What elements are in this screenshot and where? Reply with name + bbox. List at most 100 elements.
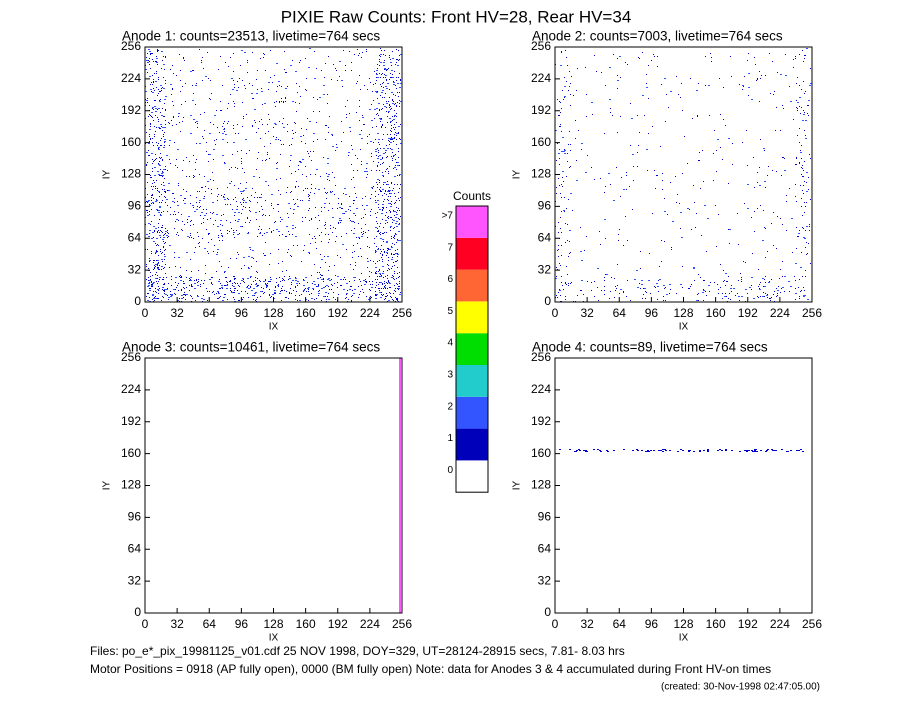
x-tick-label: 32: [170, 306, 184, 320]
y-tick-label: 32: [128, 573, 142, 587]
colorbar-cell: [456, 396, 488, 429]
footer-line: Motor Positions = 0918 (AP fully open), …: [90, 662, 771, 676]
x-tick-label: 0: [142, 306, 149, 320]
x-axis-label: IX: [679, 322, 689, 333]
colorbar-label: 4: [447, 338, 453, 349]
y-tick-label: 128: [531, 167, 551, 181]
y-tick-label: 128: [531, 478, 551, 492]
y-tick-label: 224: [121, 71, 141, 85]
pixel-texture: [399, 358, 401, 613]
y-tick-label: 160: [121, 446, 141, 460]
y-tick-label: 96: [128, 199, 142, 213]
x-axis-label: IX: [269, 633, 279, 644]
colorbar-label: 5: [447, 306, 453, 317]
colorbar-frame: [455, 205, 489, 493]
colorbar-cell: [456, 365, 488, 397]
y-tick-label: 0: [134, 294, 141, 308]
x-tick-label: 192: [328, 306, 348, 320]
plot-frame: [144, 46, 403, 303]
x-tick-label: 256: [392, 617, 412, 631]
pixel-texture: [145, 48, 401, 302]
y-tick-label: 0: [134, 605, 141, 619]
y-tick-label: 224: [531, 71, 551, 85]
x-tick-label: 256: [392, 306, 412, 320]
panel-title: Anode 3: counts=10461, livetime=764 secs: [122, 340, 380, 355]
x-tick-label: 128: [673, 617, 693, 631]
y-tick-label: 32: [538, 573, 552, 587]
y-tick-label: 192: [531, 103, 551, 117]
footer-line: (created: 30-Nov-1998 02:47:05.00): [661, 682, 820, 693]
y-tick-label: 160: [531, 446, 551, 460]
x-tick-label: 0: [552, 306, 559, 320]
y-tick-label: 96: [128, 510, 142, 524]
colorbar-label: 1: [447, 433, 453, 444]
pixel-texture: [145, 48, 402, 302]
y-tick-label: 128: [121, 478, 141, 492]
y-tick-label: 256: [121, 350, 141, 364]
y-tick-label: 64: [538, 541, 552, 555]
x-tick-label: 0: [552, 617, 559, 631]
y-tick-label: 256: [531, 350, 551, 364]
colorbar-cell: [456, 460, 488, 493]
x-tick-label: 128: [263, 617, 283, 631]
x-axis-label: IX: [679, 633, 689, 644]
colorbar-label: 3: [447, 370, 453, 381]
y-tick-label: 192: [531, 414, 551, 428]
panel-title: Anode 4: counts=89, livetime=764 secs: [532, 340, 768, 355]
colorbar-label: >7: [442, 211, 454, 222]
page-title: PIXIE Raw Counts: Front HV=28, Rear HV=3…: [281, 7, 632, 26]
x-tick-label: 0: [142, 617, 149, 631]
panel-title: Anode 2: counts=7003, livetime=764 secs: [532, 29, 783, 44]
y-axis-label: IY: [512, 169, 523, 179]
y-tick-label: 64: [128, 541, 142, 555]
colorbar-cell: [456, 269, 488, 302]
x-tick-label: 256: [802, 306, 822, 320]
y-tick-label: 192: [121, 103, 141, 117]
y-tick-label: 96: [538, 510, 552, 524]
colorbar-cell: [456, 333, 488, 365]
panel-title: Anode 1: counts=23513, livetime=764 secs: [122, 29, 380, 44]
x-tick-label: 160: [296, 306, 316, 320]
y-tick-label: 0: [544, 294, 551, 308]
pixel-texture: [555, 50, 811, 302]
x-tick-label: 64: [203, 617, 217, 631]
pixel-texture: [559, 449, 804, 452]
colorbar-cell: [456, 428, 488, 461]
x-tick-label: 64: [613, 306, 627, 320]
colorbar-title: Counts: [453, 189, 491, 203]
footer-line: Files: po_e*_pix_19981125_v01.cdf 25 NOV…: [90, 644, 625, 658]
y-tick-label: 224: [531, 382, 551, 396]
x-tick-label: 192: [328, 617, 348, 631]
x-tick-label: 224: [360, 617, 380, 631]
x-tick-label: 32: [580, 306, 594, 320]
y-tick-label: 32: [128, 262, 142, 276]
y-tick-label: 256: [531, 39, 551, 53]
x-tick-label: 160: [706, 306, 726, 320]
x-tick-label: 32: [580, 617, 594, 631]
x-tick-label: 96: [645, 306, 659, 320]
x-tick-label: 128: [263, 306, 283, 320]
x-tick-label: 64: [203, 306, 217, 320]
y-axis-label: IY: [102, 169, 113, 179]
y-axis-label: IY: [512, 480, 523, 490]
plot-frame: [144, 357, 403, 614]
x-tick-label: 224: [770, 617, 790, 631]
colorbar-label: 7: [447, 242, 453, 253]
colorbar-label: 2: [447, 401, 453, 412]
plot-frame: [554, 357, 813, 614]
y-tick-label: 64: [538, 230, 552, 244]
y-tick-label: 256: [121, 39, 141, 53]
y-tick-label: 160: [121, 135, 141, 149]
x-tick-label: 224: [770, 306, 790, 320]
x-tick-label: 96: [235, 617, 249, 631]
colorbar-label: 0: [447, 465, 453, 476]
y-tick-label: 224: [121, 382, 141, 396]
x-tick-label: 96: [645, 617, 659, 631]
x-tick-label: 128: [673, 306, 693, 320]
x-tick-label: 224: [360, 306, 380, 320]
x-axis-label: IX: [269, 322, 279, 333]
colorbar-cell: [456, 237, 488, 270]
y-tick-label: 32: [538, 262, 552, 276]
x-tick-label: 96: [235, 306, 249, 320]
